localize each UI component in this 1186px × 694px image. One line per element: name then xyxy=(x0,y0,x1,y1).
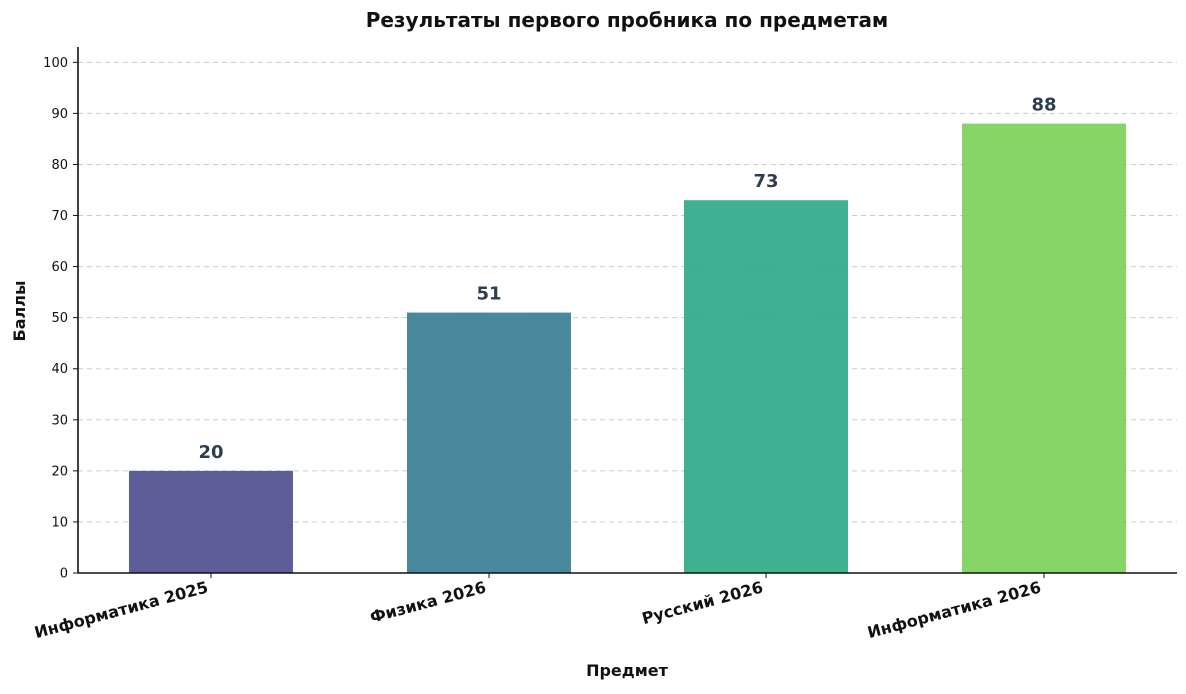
y-tick-label: 0 xyxy=(60,567,68,582)
data-label: 73 xyxy=(753,171,778,192)
x-axis-label: Предмет xyxy=(586,661,669,680)
x-tick-label: Информатика 2025 xyxy=(32,578,210,643)
grid-lines xyxy=(78,61,1177,523)
y-axis-label: Баллы xyxy=(10,281,29,342)
y-tick-label: 30 xyxy=(51,413,68,428)
y-tick-label: 40 xyxy=(51,362,68,377)
y-tick-label: 100 xyxy=(43,56,68,71)
y-tick-label: 50 xyxy=(51,311,68,326)
bar xyxy=(962,123,1126,574)
x-tick-label: Русский 2026 xyxy=(640,578,765,629)
y-tick-label: 90 xyxy=(51,107,68,122)
y-tick-label: 10 xyxy=(51,515,68,530)
bars xyxy=(129,123,1126,574)
bar xyxy=(129,470,293,573)
y-tick-label: 80 xyxy=(51,158,68,173)
y-tick-label: 20 xyxy=(51,464,68,479)
axes xyxy=(73,47,1177,578)
chart-title: Результаты первого пробника по предметам xyxy=(366,8,889,32)
y-tick-label: 60 xyxy=(51,260,68,275)
data-label: 51 xyxy=(476,284,501,305)
data-label: 88 xyxy=(1031,95,1056,116)
x-tick-label: Физика 2026 xyxy=(368,578,488,627)
y-tick-label: 70 xyxy=(51,209,68,224)
bar xyxy=(684,200,848,573)
data-label: 20 xyxy=(198,442,223,463)
x-tick-label: Информатика 2026 xyxy=(865,578,1043,643)
bar xyxy=(407,312,571,573)
